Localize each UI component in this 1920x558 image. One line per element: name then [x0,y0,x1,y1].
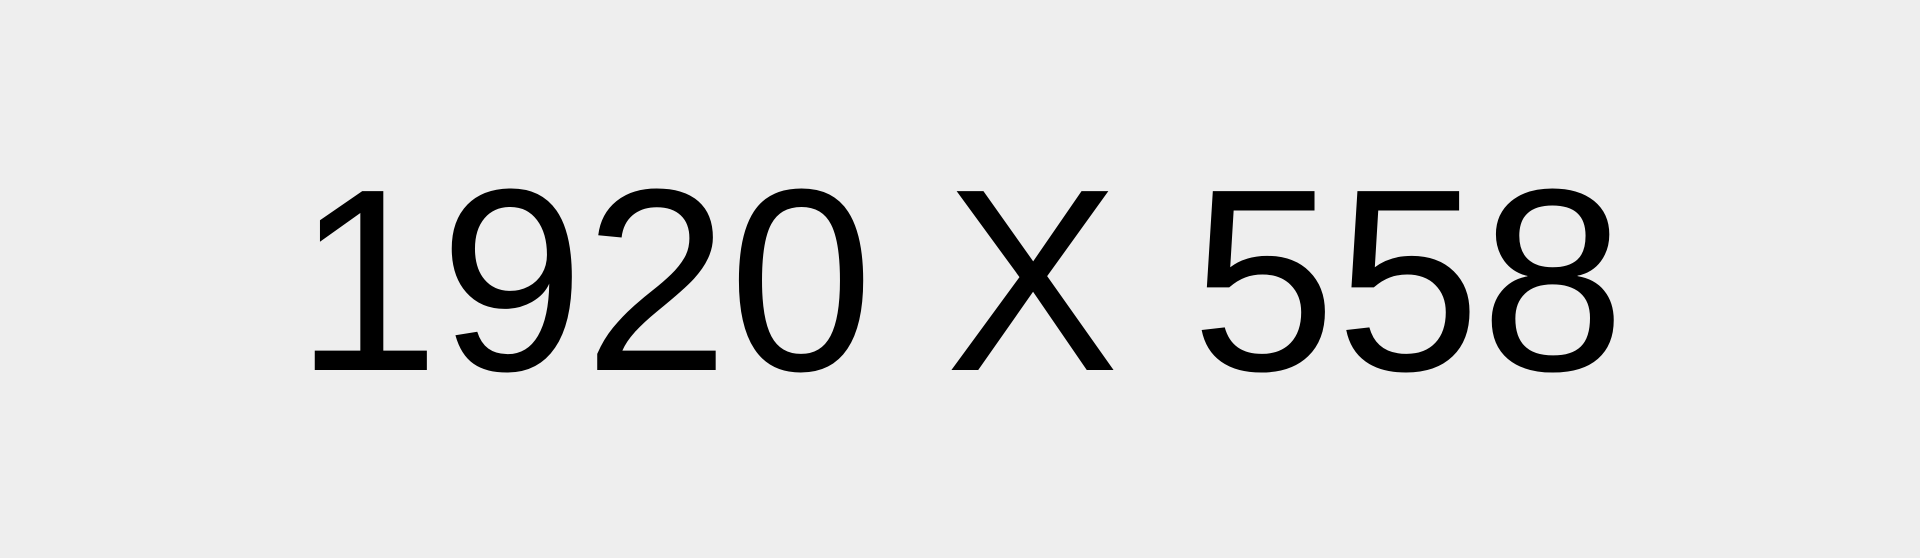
dimensions-label: 1920 X 558 [294,136,1626,426]
